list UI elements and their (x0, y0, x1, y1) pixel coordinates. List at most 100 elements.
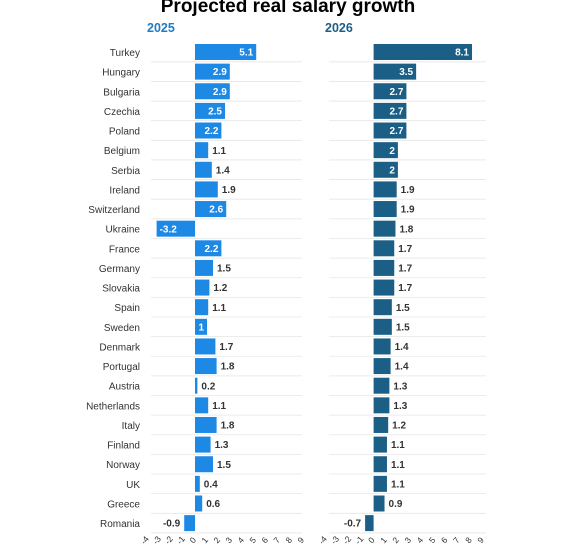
data-label: 1.5 (217, 460, 231, 471)
x-tick-label: 3 (223, 535, 234, 545)
bar (195, 161, 212, 178)
category-label: UK (126, 480, 140, 491)
category-label: Greece (107, 499, 140, 510)
bar (195, 44, 257, 60)
bar (184, 515, 195, 532)
chart-title: Projected real salary growth (161, 0, 416, 17)
bar (373, 220, 396, 237)
x-tick-label: -3 (329, 534, 342, 546)
bar (195, 377, 198, 394)
category-label: Finland (107, 441, 140, 452)
data-label: 2.7 (389, 106, 403, 117)
bar (195, 240, 222, 257)
bar (373, 44, 473, 60)
x-tick-label: 0 (366, 535, 377, 545)
category-label: Slovakia (102, 284, 140, 295)
bar (373, 377, 390, 394)
data-label: 2.9 (213, 87, 227, 98)
data-label: 1.1 (212, 146, 226, 157)
bar (373, 436, 387, 453)
data-label: 1.1 (391, 440, 405, 451)
category-label: Germany (99, 264, 140, 275)
x-tick-label: 7 (271, 535, 282, 545)
data-label: 0.2 (201, 381, 215, 392)
data-label: 1.8 (221, 362, 235, 373)
data-label: 1.3 (215, 440, 229, 451)
data-label: 1.7 (398, 264, 412, 275)
x-tick-label: 9 (475, 535, 486, 545)
bar (156, 220, 195, 237)
x-tick-label: 7 (451, 535, 462, 545)
data-label: 2.7 (389, 87, 403, 98)
data-label: 1.2 (392, 421, 406, 432)
category-label: Switzerland (88, 205, 140, 216)
data-label: 1.4 (395, 362, 409, 373)
data-label: 1 (198, 322, 204, 333)
x-tick-label: -2 (341, 534, 354, 546)
data-label: 1.1 (391, 479, 405, 490)
x-tick-label: -1 (353, 534, 366, 546)
data-label: 1.7 (398, 283, 412, 294)
bar (373, 181, 397, 198)
data-label: 1.4 (216, 165, 230, 176)
data-label: 2.2 (204, 126, 218, 137)
data-label: 1.4 (395, 342, 409, 353)
bar (373, 240, 395, 257)
data-label: -0.7 (344, 519, 362, 530)
x-tick-label: -1 (174, 534, 187, 546)
category-label: Poland (109, 127, 140, 138)
x-tick-label: 1 (199, 535, 210, 545)
data-label: 0.4 (204, 479, 218, 490)
data-label: 8.1 (455, 48, 469, 59)
bar (195, 142, 209, 159)
category-label: Norway (106, 460, 140, 471)
bar (373, 299, 392, 316)
data-label: 1.9 (401, 205, 415, 216)
x-tick-label: 3 (402, 535, 413, 545)
data-label: -3.2 (160, 224, 178, 235)
bar (195, 63, 230, 80)
bar (195, 436, 211, 453)
bar (373, 475, 387, 492)
bar (373, 63, 417, 80)
category-label: Austria (109, 382, 141, 393)
bar (195, 475, 200, 492)
category-label: Bulgaria (103, 87, 140, 98)
bar (195, 338, 216, 355)
data-label: 1.9 (401, 185, 415, 196)
bar (373, 338, 391, 355)
bar (373, 161, 398, 178)
bar (195, 181, 218, 198)
bar (195, 358, 217, 375)
x-tick-label: 9 (295, 535, 306, 545)
panel-2025: 2025 5.1 2.9 2.9 2.5 2.2 1.1 1.4 1.9 2.6 -3.2 2.2 1.… (138, 21, 306, 546)
category-label: Turkey (110, 48, 140, 59)
bar (373, 318, 392, 335)
data-label: 2 (389, 165, 395, 176)
x-tick-label: 5 (427, 535, 438, 545)
x-tick-label: 2 (211, 535, 222, 545)
data-label: 5.1 (239, 48, 253, 59)
x-tick-label: 5 (247, 535, 258, 545)
data-label: 1.2 (213, 283, 227, 294)
x-tick-label: 0 (187, 535, 198, 545)
bar (195, 83, 230, 100)
data-label: 2 (389, 146, 395, 157)
bar (373, 495, 385, 512)
bar (195, 416, 217, 433)
x-tick-label: 2 (390, 535, 401, 545)
category-label: Italy (122, 421, 140, 432)
panel-title: 2025 (147, 21, 175, 35)
bar (195, 201, 227, 218)
bar (373, 142, 398, 159)
bar (195, 102, 225, 119)
category-label: Sweden (104, 323, 140, 334)
category-label: Spain (114, 303, 140, 314)
category-label: Ukraine (106, 225, 141, 236)
category-label: Belgium (104, 146, 140, 157)
x-tick-label: 1 (378, 535, 389, 545)
bar (195, 122, 222, 139)
x-tick-label: 8 (283, 535, 294, 545)
category-label: Netherlands (86, 401, 140, 412)
